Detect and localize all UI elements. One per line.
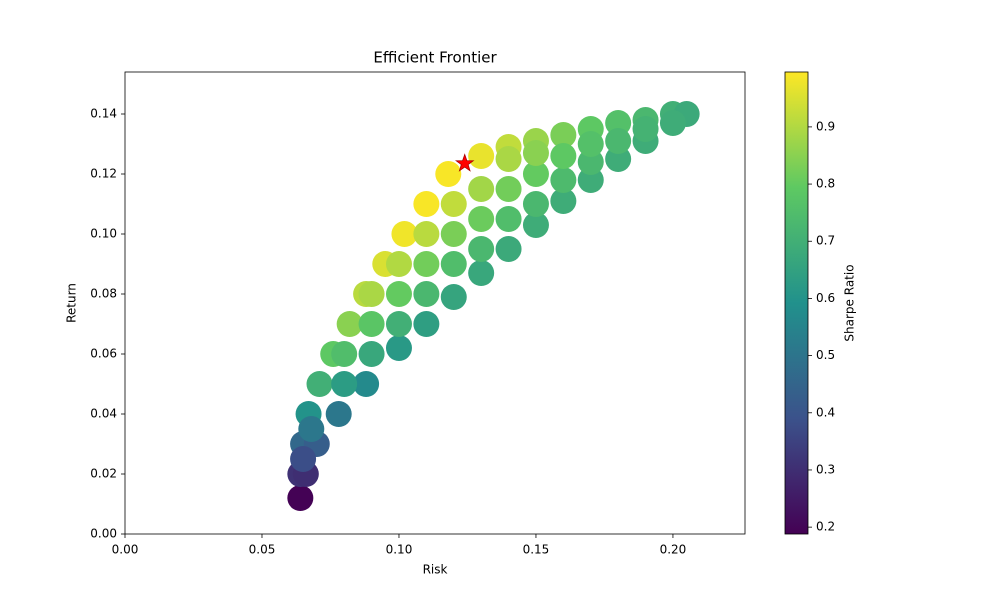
scatter-point <box>468 236 495 262</box>
y-tick-label: 0.04 <box>90 407 117 421</box>
plot-area <box>287 101 700 511</box>
x-tick-label: 0.15 <box>523 543 550 557</box>
scatter-point <box>605 110 632 136</box>
scatter-point <box>495 176 522 202</box>
scatter-point <box>385 281 412 307</box>
scatter-point <box>336 311 363 337</box>
colorbar-tick-label: 0.6 <box>816 291 835 305</box>
scatter-point <box>413 221 440 247</box>
y-tick-label: 0.12 <box>90 167 117 181</box>
scatter-point <box>391 221 418 247</box>
scatter-point <box>495 206 522 232</box>
scatter-point <box>522 140 549 166</box>
scatter-point <box>605 128 632 154</box>
scatter-point <box>287 485 314 511</box>
x-tick-label: 0.10 <box>386 543 413 557</box>
chart-title: Efficient Frontier <box>373 49 497 67</box>
scatter-point <box>577 149 604 175</box>
y-tick-label: 0.14 <box>90 107 117 121</box>
scatter-point <box>298 416 325 442</box>
scatter-point <box>413 191 440 217</box>
scatter-point <box>522 161 549 187</box>
scatter-point <box>290 446 317 472</box>
y-axis-label: Return <box>65 283 79 323</box>
scatter-point <box>358 341 385 367</box>
axes-frame <box>124 71 746 535</box>
scatter-point <box>550 167 577 193</box>
colorbar-tick-label: 0.3 <box>816 462 835 476</box>
scatter-point <box>306 371 333 397</box>
scatter-point <box>435 161 462 187</box>
colorbar-tick-label: 0.9 <box>816 119 835 133</box>
colorbar <box>784 71 809 535</box>
scatter-point <box>440 284 467 310</box>
scatter-point <box>385 311 412 337</box>
scatter-point <box>353 371 380 397</box>
optimal-portfolio-star <box>455 153 475 172</box>
colorbar-tick-label: 0.2 <box>816 520 835 534</box>
scatter-point <box>413 251 440 277</box>
x-tick-label: 0.05 <box>249 543 276 557</box>
scatter-point <box>550 122 577 148</box>
scatter-point <box>331 341 358 367</box>
x-tick-label: 0.20 <box>660 543 687 557</box>
y-tick-label: 0.08 <box>90 287 117 301</box>
scatter-point <box>440 251 467 277</box>
x-tick-label: 0.00 <box>112 543 139 557</box>
scatter-point <box>413 311 440 337</box>
x-axis-label: Risk <box>423 563 448 577</box>
scatter-point <box>495 146 522 172</box>
scatter-point <box>495 236 522 262</box>
scatter-point <box>577 167 604 193</box>
colorbar-tick-label: 0.5 <box>816 348 835 362</box>
scatter-point <box>440 221 467 247</box>
y-tick-label: 0.10 <box>90 227 117 241</box>
scatter-point <box>522 212 549 238</box>
scatter-point <box>468 143 495 169</box>
colorbar-label: Sharpe Ratio <box>843 264 857 341</box>
scatter-point <box>358 281 385 307</box>
y-tick-label: 0.02 <box>90 467 117 481</box>
y-tick-label: 0.00 <box>90 527 117 541</box>
scatter-point <box>385 251 412 277</box>
scatter-point <box>468 206 495 232</box>
scatter-point <box>659 110 686 136</box>
scatter-point <box>385 335 412 361</box>
scatter-point <box>632 116 659 142</box>
scatter-point <box>325 401 352 427</box>
scatter-point <box>550 188 577 214</box>
scatter-point <box>468 260 495 286</box>
colorbar-tick-label: 0.8 <box>816 177 835 191</box>
scatter-point <box>605 146 632 172</box>
scatter-point <box>331 371 358 397</box>
colorbar-tick-label: 0.7 <box>816 234 835 248</box>
colorbar-tick-label: 0.4 <box>816 405 835 419</box>
scatter-point <box>522 191 549 217</box>
scatter-point <box>550 143 577 169</box>
scatter-point <box>358 311 385 337</box>
scatter-point <box>577 131 604 157</box>
scatter-point <box>468 176 495 202</box>
scatter-point <box>413 281 440 307</box>
scatter-point <box>440 191 467 217</box>
y-tick-label: 0.06 <box>90 347 117 361</box>
